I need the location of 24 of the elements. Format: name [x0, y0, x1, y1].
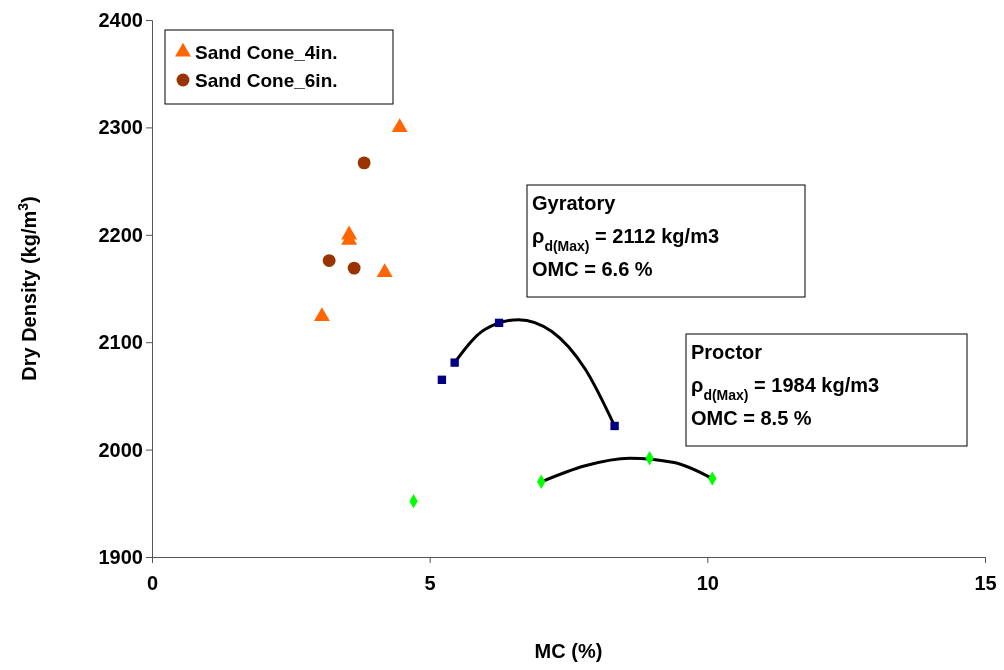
y-tick-label: 2300 — [98, 116, 143, 139]
point — [322, 254, 336, 267]
x-tick-label: 5 — [424, 572, 436, 594]
x-axis-title: MC (%) — [534, 640, 603, 662]
y-tick-label: 1900 — [98, 545, 143, 568]
point — [347, 261, 361, 275]
point — [610, 421, 619, 431]
annotation: Proctor ρ$_{d(Max)}$ = 1984 kg/m3 OMC = 8.5 % — [691, 341, 880, 429]
point — [450, 358, 459, 367]
y-tick-label: 2000 — [98, 438, 143, 461]
legend-label: Sand Cone_4in. — [195, 42, 338, 63]
y-tick-label: 2400 — [98, 8, 143, 31]
point — [313, 307, 330, 322]
x-tick-label: 0 — [146, 572, 159, 594]
point — [494, 318, 504, 328]
x-tick-label: 15 — [974, 572, 997, 594]
y-tick-label: 2200 — [98, 223, 143, 246]
x-tick-label: 10 — [696, 572, 719, 594]
legend-label: Sand Cone_6in. — [195, 70, 338, 91]
annotation: Gyratory ρ$_{d(Max)}$ = 2112 kg/m3 OMC = 6.6 % — [532, 192, 720, 280]
y-tick-label: 2100 — [98, 331, 143, 354]
point — [376, 263, 393, 277]
point — [437, 375, 447, 384]
point — [391, 118, 408, 132]
